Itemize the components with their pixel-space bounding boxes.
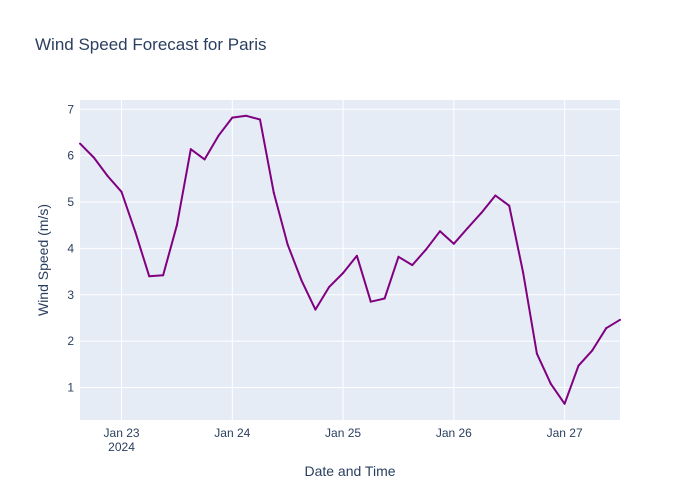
data-point <box>411 264 414 267</box>
data-point <box>92 156 95 159</box>
data-point <box>134 231 137 234</box>
x-axis-title: Date and Time <box>304 463 395 479</box>
data-point <box>328 285 331 288</box>
y-axis-ticks: 1 2 3 4 5 6 7 <box>67 102 74 394</box>
data-point <box>535 352 538 355</box>
data-point <box>563 402 566 405</box>
data-point <box>549 382 552 385</box>
data-point <box>494 194 497 197</box>
data-point <box>480 211 483 214</box>
data-point <box>342 271 345 274</box>
y-tick-label: 2 <box>67 334 74 348</box>
data-point <box>272 191 275 194</box>
y-tick-label: 5 <box>67 195 74 209</box>
x-tick-label: Jan 23 <box>104 426 140 440</box>
x-tick-label: Jan 27 <box>547 426 583 440</box>
data-point <box>189 148 192 151</box>
data-point <box>508 204 511 207</box>
series-layer <box>79 114 621 405</box>
data-point <box>203 158 206 161</box>
data-point <box>619 318 621 321</box>
data-point <box>383 297 386 300</box>
data-point <box>106 175 109 178</box>
data-point <box>79 142 81 145</box>
data-point <box>355 254 358 257</box>
data-point <box>397 255 400 258</box>
data-point <box>425 248 428 251</box>
x-tick-label: Jan 26 <box>436 426 472 440</box>
y-axis-title: Wind Speed (m/s) <box>35 204 51 316</box>
data-point <box>286 243 289 246</box>
plot-area <box>80 100 620 420</box>
data-point <box>577 364 580 367</box>
chart-title: Wind Speed Forecast for Paris <box>35 35 266 54</box>
data-point <box>245 114 248 117</box>
data-point <box>148 275 151 278</box>
data-point <box>605 327 608 330</box>
data-point <box>522 271 525 274</box>
data-point <box>300 279 303 282</box>
data-point <box>162 274 165 277</box>
x-tick-label: Jan 24 <box>214 426 250 440</box>
y-tick-label: 7 <box>67 102 74 116</box>
data-point <box>452 242 455 245</box>
data-point <box>314 308 317 311</box>
data-point <box>217 134 220 137</box>
data-point <box>175 224 178 227</box>
x-tick-label: Jan 25 <box>325 426 361 440</box>
data-point <box>466 227 469 229</box>
x-tick-year-label: 2024 <box>108 440 135 454</box>
data-point <box>369 300 372 303</box>
y-tick-label: 3 <box>67 288 74 302</box>
data-point <box>591 349 594 352</box>
y-tick-label: 6 <box>67 149 74 163</box>
data-point <box>120 190 123 193</box>
data-point <box>439 230 441 233</box>
series-line <box>79 114 621 405</box>
y-tick-label: 1 <box>67 381 74 395</box>
data-point <box>259 118 261 121</box>
y-tick-label: 4 <box>67 241 74 255</box>
data-point <box>231 116 234 119</box>
